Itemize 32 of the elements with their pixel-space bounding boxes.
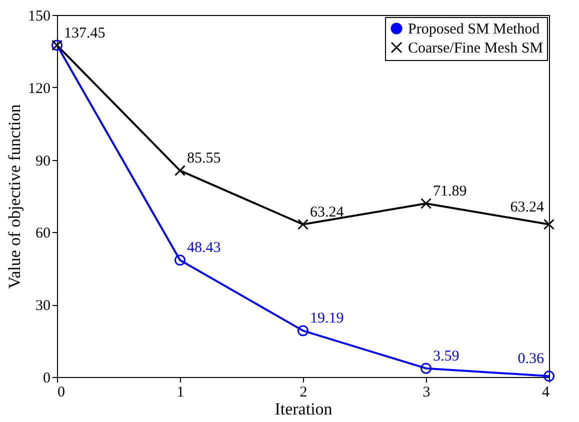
data-label: 48.43 bbox=[187, 240, 221, 256]
x-tick-label: 0 bbox=[58, 384, 65, 400]
data-label: 137.45 bbox=[64, 25, 106, 42]
legend-label: Proposed SM Method bbox=[408, 22, 540, 38]
point bbox=[420, 198, 432, 209]
x-tick-label: 4 bbox=[542, 384, 550, 400]
point bbox=[174, 165, 186, 176]
data-label: 19.19 bbox=[310, 310, 344, 327]
point bbox=[174, 254, 186, 266]
x-tick-label: 1 bbox=[176, 384, 184, 400]
y-tick-label: 150 bbox=[28, 8, 50, 24]
data-label: 3.59 bbox=[433, 348, 460, 364]
x-tick-label: 3 bbox=[422, 384, 430, 400]
data-label: 63.24 bbox=[310, 204, 344, 220]
point bbox=[544, 370, 554, 382]
legend-label: Coarse/Fine Mesh SM bbox=[408, 40, 543, 56]
data-label: 71.89 bbox=[433, 184, 467, 200]
point bbox=[298, 218, 308, 230]
point bbox=[544, 218, 554, 230]
y-tick-label: 120 bbox=[28, 80, 50, 97]
y-tick-label: 60 bbox=[36, 226, 50, 242]
y-tick-label: 0 bbox=[43, 370, 50, 386]
point bbox=[420, 362, 432, 374]
y-tick-label: 30 bbox=[36, 298, 50, 314]
x-tick-label: 2 bbox=[300, 384, 308, 400]
x-axis-title: Iteration bbox=[274, 400, 333, 418]
data-label: 85.55 bbox=[187, 150, 221, 167]
y-tick-label: 90 bbox=[36, 153, 50, 170]
y-axis-title: Value of objective function bbox=[5, 104, 24, 289]
data-label: 0.36 bbox=[518, 351, 544, 368]
point bbox=[298, 325, 308, 336]
data-label: 63.24 bbox=[510, 199, 544, 216]
